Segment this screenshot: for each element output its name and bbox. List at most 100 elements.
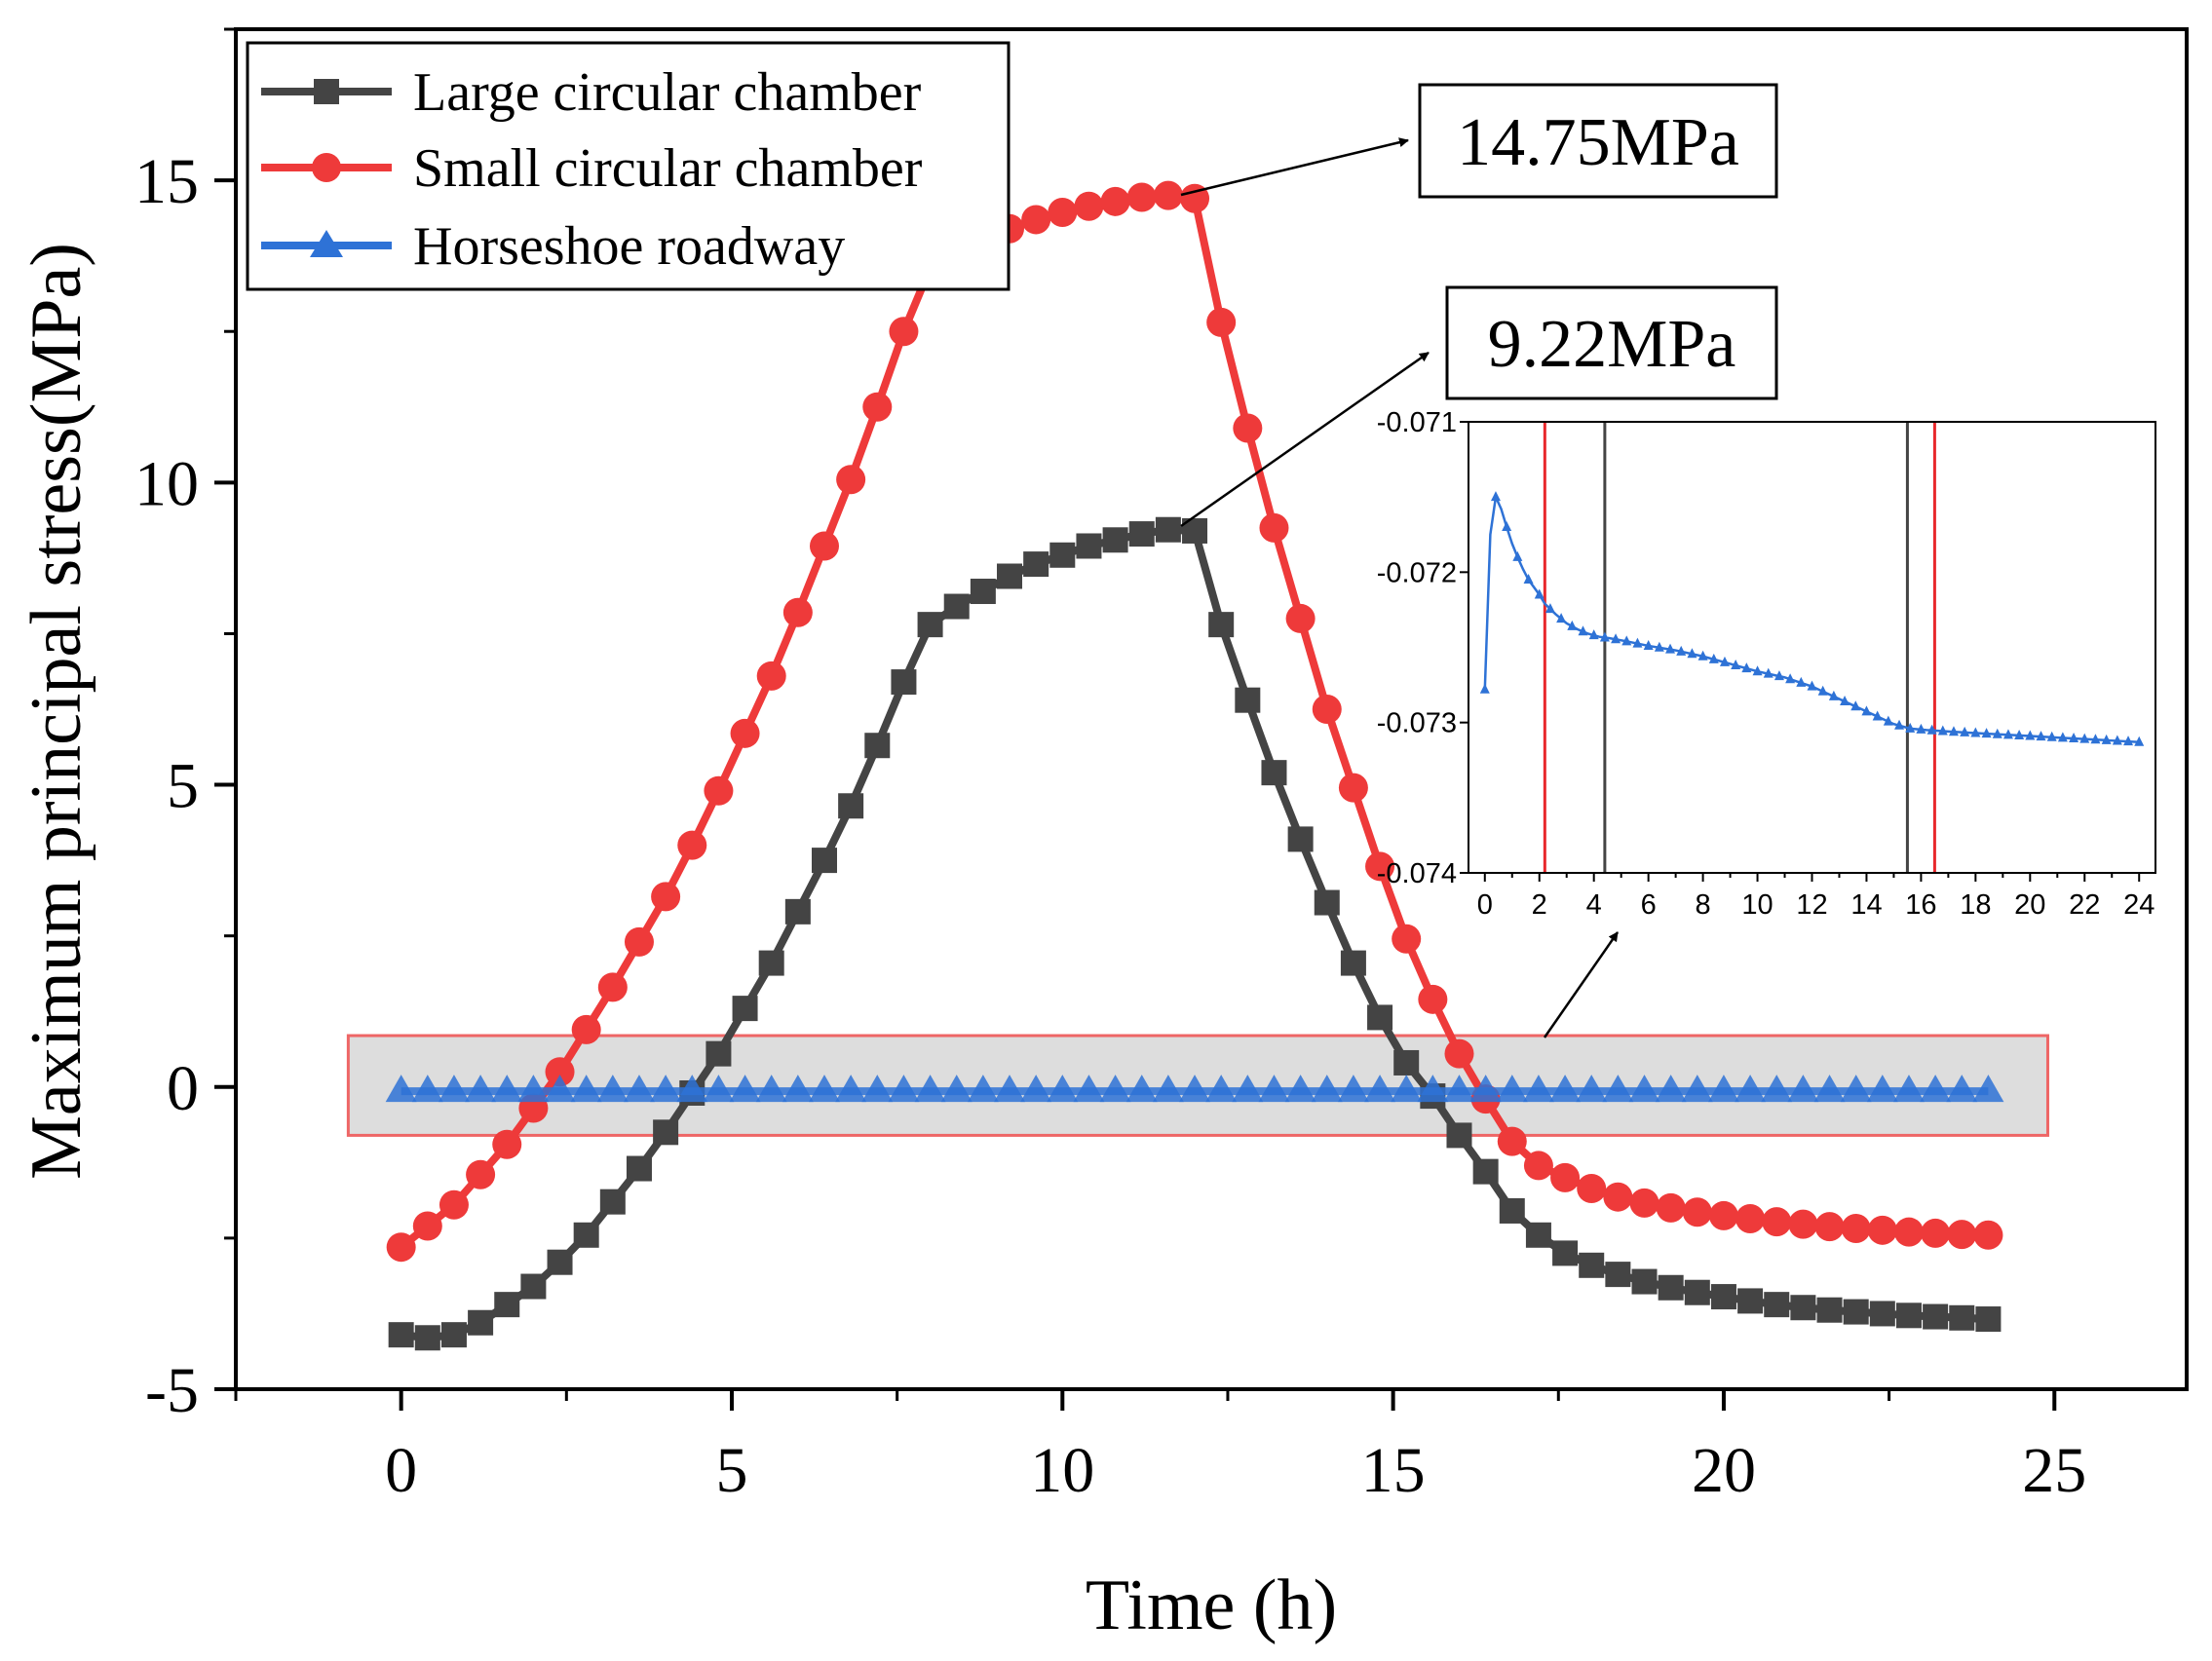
inset-data-point-triangle — [1654, 641, 1664, 652]
data-point-triangle — [835, 1075, 867, 1103]
inset-data-point-triangle — [1490, 491, 1501, 502]
data-point-square — [1023, 551, 1049, 578]
data-point-circle — [1100, 186, 1130, 216]
data-point-circle — [1180, 183, 1210, 213]
data-point-triangle — [1284, 1075, 1316, 1103]
inset-data-point-triangle — [2090, 734, 2101, 744]
data-point-circle — [1656, 1192, 1686, 1223]
data-point-triangle — [1549, 1075, 1582, 1103]
y-axis: -5 0 5 10 15 — [134, 27, 236, 1426]
data-point-circle — [1682, 1197, 1712, 1227]
data-point-triangle — [1152, 1075, 1184, 1103]
callout-14-75: 14.75MPa — [1180, 83, 1778, 199]
inset-data-point-triangle — [1926, 724, 1937, 735]
data-point-triangle — [1972, 1075, 2004, 1103]
data-point-circle — [1259, 512, 1289, 543]
inset-data-point-triangle — [1752, 665, 1763, 676]
data-point-square — [1367, 1004, 1393, 1031]
inset-x-tick-label: 6 — [1641, 889, 1657, 921]
inset-data-point-triangle — [1502, 521, 1512, 532]
data-point-circle — [1841, 1213, 1871, 1243]
data-point-triangle — [1311, 1075, 1343, 1103]
data-point-square — [1710, 1284, 1736, 1310]
data-point-triangle — [1813, 1075, 1846, 1103]
inset-data-point-triangle — [1861, 705, 1872, 716]
data-point-circle — [1867, 1215, 1897, 1245]
inset-data-point-triangle — [1621, 635, 1632, 646]
callout-9-22-arrow — [1180, 351, 1430, 528]
data-point-square — [1579, 1252, 1605, 1278]
data-point-circle — [651, 882, 681, 912]
inset-x-tick-label: 4 — [1586, 889, 1602, 921]
data-point-square — [838, 793, 864, 819]
data-point-square — [494, 1292, 520, 1318]
data-point-triangle — [1735, 1075, 1767, 1103]
data-point-triangle — [1840, 1075, 1872, 1103]
inset-data-point-triangle — [1807, 680, 1817, 691]
inset-data-point-triangle — [1796, 676, 1807, 687]
data-point-circle — [545, 1057, 575, 1087]
data-point-triangle — [544, 1075, 576, 1103]
data-point-triangle — [623, 1075, 655, 1103]
inset-data-point-triangle — [1643, 639, 1654, 650]
data-point-circle — [1788, 1209, 1818, 1239]
data-point-circle — [704, 775, 734, 806]
data-point-triangle — [596, 1075, 629, 1103]
data-point-triangle — [1576, 1075, 1608, 1103]
y-tick-label: 5 — [167, 751, 199, 822]
data-point-triangle — [1469, 1075, 1502, 1103]
data-point-circle — [1762, 1207, 1792, 1237]
inset-data-point-triangle — [1817, 685, 1828, 696]
data-point-square — [811, 848, 837, 874]
data-point-circle — [1523, 1151, 1553, 1181]
inset-data-point-triangle — [1883, 715, 1893, 726]
data-point-triangle — [1522, 1075, 1554, 1103]
inset-data-point-triangle — [2112, 735, 2122, 745]
inset-x-tick-label: 16 — [1905, 889, 1936, 921]
data-point-square — [1525, 1222, 1551, 1248]
data-point-triangle — [465, 1075, 497, 1103]
inset-data-point-triangle — [1773, 670, 1784, 681]
data-point-square — [1869, 1301, 1895, 1327]
data-point-triangle — [517, 1075, 550, 1103]
data-point-square — [1076, 533, 1102, 559]
inset-data-point-triangle — [1599, 631, 1610, 642]
data-point-square — [1208, 612, 1235, 638]
series-large-circular-chamber — [388, 516, 2002, 1351]
y-tick-label: -5 — [145, 1355, 199, 1426]
inset-x-tick-label: 18 — [1960, 889, 1991, 921]
data-point-square — [468, 1309, 494, 1336]
data-point-square — [1155, 516, 1181, 543]
data-point-square — [1949, 1304, 1975, 1331]
data-point-square — [1446, 1122, 1472, 1149]
data-point-triangle — [1073, 1075, 1105, 1103]
inset-data-point-triangle — [1741, 662, 1752, 673]
data-point-square — [1737, 1288, 1764, 1314]
inset-data-point-triangle — [1992, 728, 2002, 738]
callout-14-75-box — [1418, 83, 1778, 199]
inset-data-point-triangle — [1632, 637, 1643, 648]
y-axis-title: Maximum principal stress(MPa) — [17, 243, 96, 1180]
data-point-square — [1552, 1240, 1579, 1266]
inset-data-point-triangle — [1872, 710, 1883, 721]
data-point-circle — [756, 661, 786, 691]
inset-data-point-triangle — [1850, 700, 1861, 711]
x-tick-label: 5 — [715, 1435, 747, 1506]
data-point-square — [1261, 760, 1287, 786]
data-point-circle — [1233, 413, 1263, 443]
inset-data-point-triangle — [1708, 653, 1719, 663]
data-point-triangle — [888, 1075, 920, 1103]
inset-data-point-triangle — [1937, 725, 1948, 736]
legend-marker-horse — [310, 230, 343, 257]
data-point-square — [599, 1189, 626, 1215]
y-tick-label: 15 — [134, 146, 199, 217]
data-point-square — [573, 1222, 599, 1248]
legend-marker-large — [314, 79, 339, 104]
series-horseshoe-roadway — [385, 1075, 2004, 1103]
x-axis-title: Time (h) — [1086, 1566, 1337, 1645]
x-tick-label: 15 — [1361, 1435, 1426, 1506]
inset-y-tick-label: -0.073 — [1377, 708, 1457, 739]
x-tick-label: 10 — [1030, 1435, 1094, 1506]
data-point-square — [917, 612, 943, 638]
data-point-triangle — [808, 1075, 840, 1103]
